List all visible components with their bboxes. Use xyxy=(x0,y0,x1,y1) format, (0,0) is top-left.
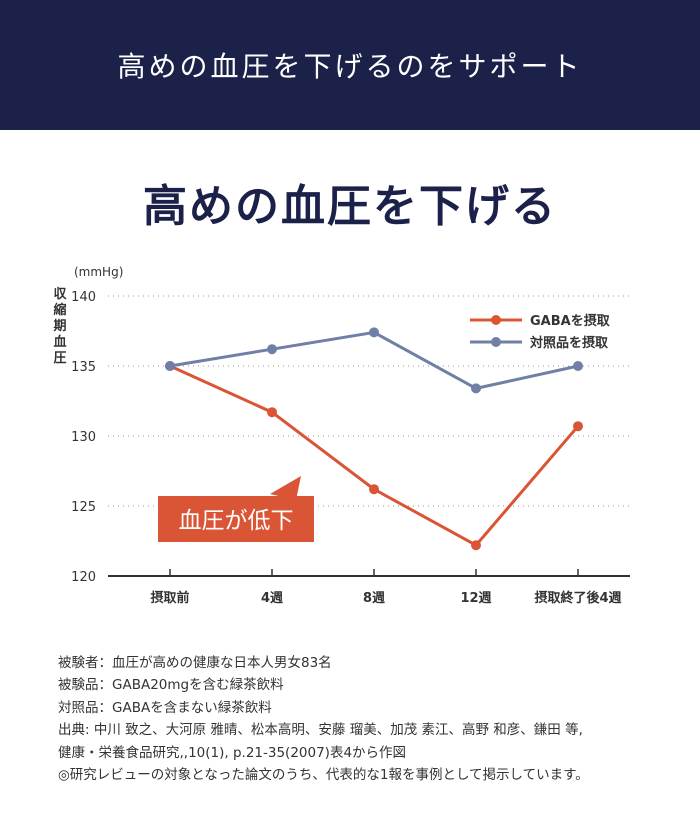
legend-swatch-point xyxy=(491,337,501,347)
x-tick-label: 摂取前 xyxy=(150,590,189,606)
page-title: 高めの血圧を下げる xyxy=(143,181,557,232)
y-tick-label: 140 xyxy=(71,290,96,305)
y-axis-label: 収縮期血圧 xyxy=(53,287,67,366)
y-axis-label-char: 期 xyxy=(53,319,66,334)
blood-pressure-line-chart: (mmHg) 収縮期血圧 120125130135140 摂取前 4週 8週 12週摂… xyxy=(53,265,630,606)
header-banner: 高めの血圧を下げるのをサポート xyxy=(0,0,700,130)
note-line: 出典: 中川 致之、大河原 雅晴、松本高明、安藤 瑠美、加茂 素江、高野 和彦、… xyxy=(58,722,583,739)
note-line: 健康・栄養食品研究,,10(1), p.21-35(2007)表4から作図 xyxy=(58,744,407,761)
x-tick-labels: 摂取前 4週 8週 12週 摂取終了後4週 xyxy=(150,569,622,606)
data-point xyxy=(267,407,277,418)
legend-swatch-point xyxy=(491,315,501,325)
note-line: 被験品：GABA20mgを含む緑茶飲料 xyxy=(58,677,284,694)
y-axis-label-char: 縮 xyxy=(53,302,66,318)
study-notes: 被験者：血圧が高めの健康な日本人男女83名 被験品：GABA20mgを含む緑茶飲料… xyxy=(58,652,678,786)
y-axis-unit-label: (mmHg) xyxy=(74,265,123,279)
data-point xyxy=(471,383,481,394)
x-tick-label: 摂取終了後4週 xyxy=(534,590,621,606)
grid-lines xyxy=(108,295,630,507)
data-point xyxy=(573,361,583,371)
y-tick-labels: 120 125 130 135 140 xyxy=(71,290,96,585)
annotation-text: 血圧が低下 xyxy=(179,508,294,534)
y-tick-label: 120 xyxy=(71,570,96,585)
annotation-callout-tail xyxy=(270,476,301,500)
y-axis-label-char: 圧 xyxy=(53,351,66,366)
note-line: ◎研究レビューの対象となった論文のうち、代表的な1報を事例として掲示しています。 xyxy=(58,767,589,784)
data-point xyxy=(369,484,379,495)
x-tick-label: 12週 xyxy=(460,591,491,606)
data-point xyxy=(267,344,277,355)
y-tick-label: 125 xyxy=(71,500,96,515)
data-point xyxy=(573,421,583,432)
y-axis-label-char: 収 xyxy=(53,287,67,302)
legend-label: GABAを摂取 xyxy=(530,313,611,329)
x-tick-label: 4週 xyxy=(261,591,283,606)
annotation-callout-box xyxy=(158,496,314,542)
annotation-callout: 血圧が低下 xyxy=(158,476,314,542)
banner-title: 高めの血圧を下げるのをサポート xyxy=(117,50,583,83)
legend-label: 対照品を摂取 xyxy=(529,335,609,351)
data-point xyxy=(471,540,481,551)
note-line: 被験者：血圧が高めの健康な日本人男女83名 xyxy=(58,655,332,671)
note-line: 対照品：GABAを含まない緑茶飲料 xyxy=(58,699,272,716)
y-tick-label: 135 xyxy=(71,360,96,375)
data-point xyxy=(369,327,379,338)
x-tick-label: 8週 xyxy=(363,591,385,606)
y-axis-label-char: 血 xyxy=(53,334,66,350)
y-tick-label: 130 xyxy=(71,430,96,445)
series-group xyxy=(165,327,583,551)
data-point xyxy=(165,361,175,371)
